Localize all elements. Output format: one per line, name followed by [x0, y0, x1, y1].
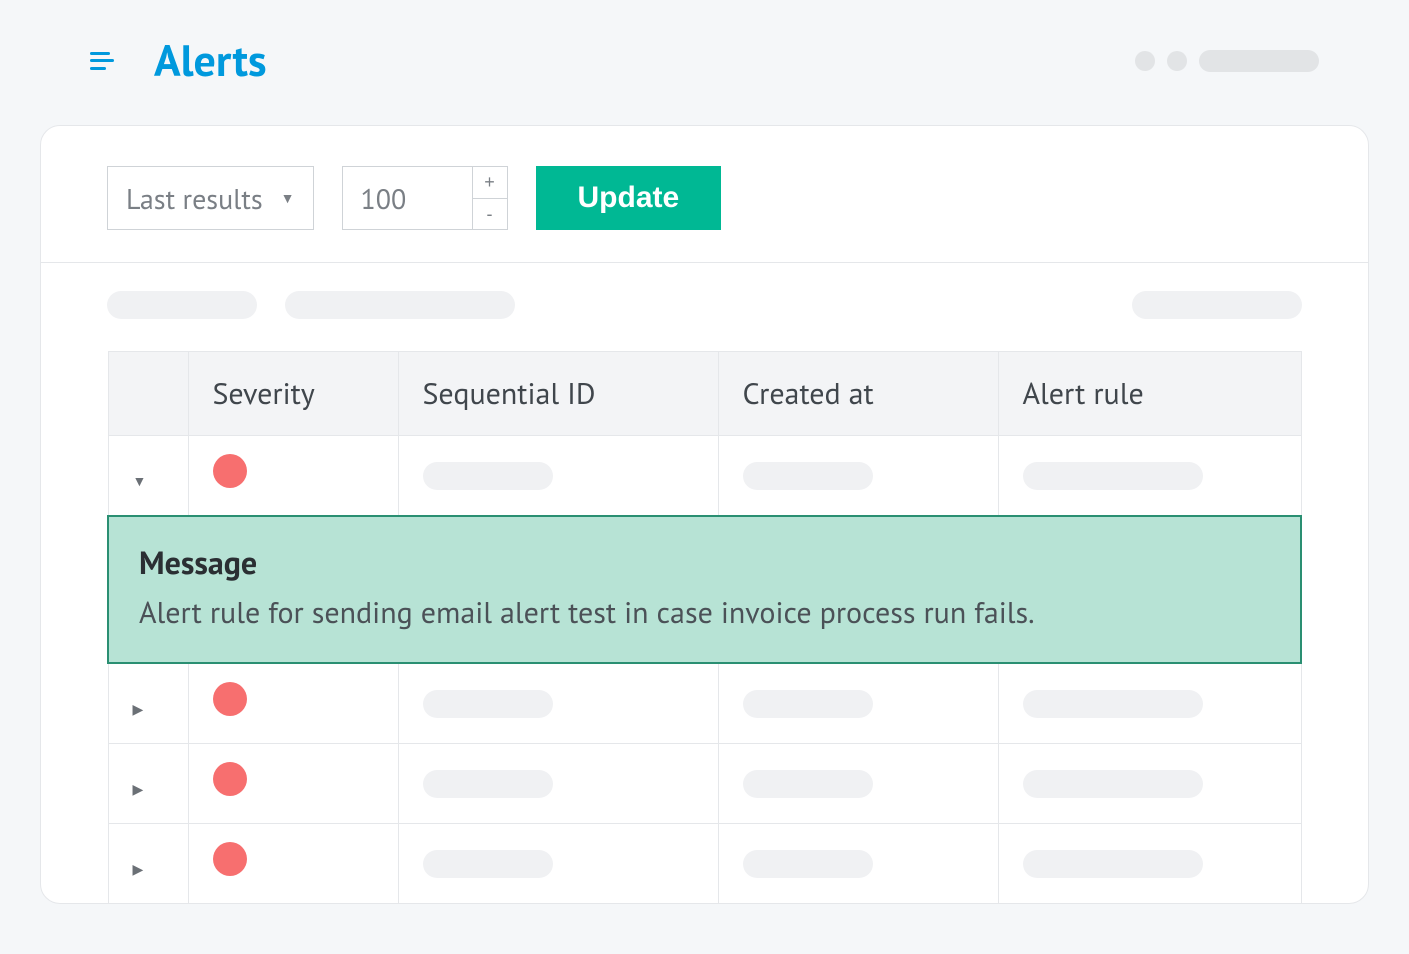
app-window: Alerts Last results ▼ 100 + - Update [0, 0, 1409, 954]
placeholder-value [743, 462, 873, 490]
table-header-row: Severity Sequential ID Created at Alert … [108, 352, 1301, 436]
created-at-cell [718, 663, 998, 744]
expand-cell[interactable]: ▶ [108, 824, 188, 904]
alert-rule-cell [998, 663, 1301, 744]
severity-indicator-icon [213, 762, 247, 796]
created-at-cell [718, 436, 998, 517]
placeholder-value [1023, 770, 1203, 798]
column-created-at: Created at [718, 352, 998, 436]
content-card: Last results ▼ 100 + - Update Se [40, 125, 1369, 904]
severity-cell [188, 663, 398, 744]
expand-cell[interactable]: ▶ [108, 663, 188, 744]
expand-cell[interactable]: ▼ [108, 436, 188, 517]
chevron-right-icon: ▶ [133, 860, 144, 878]
stepper-down-button[interactable]: - [472, 198, 508, 231]
count-stepper: 100 + - [342, 166, 508, 230]
placeholder-value [743, 770, 873, 798]
chevron-down-icon: ▼ [281, 189, 295, 207]
severity-cell [188, 824, 398, 904]
placeholder-value [423, 770, 553, 798]
placeholder-value [1023, 690, 1203, 718]
chevron-down-icon: ▼ [133, 472, 147, 490]
placeholder-chip [107, 291, 257, 319]
message-row: Message Alert rule for sending email ale… [108, 516, 1301, 663]
placeholder-value [743, 850, 873, 878]
filter-row [41, 291, 1368, 339]
created-at-cell [718, 744, 998, 824]
controls-row: Last results ▼ 100 + - Update [41, 166, 1368, 263]
placeholder-value [423, 850, 553, 878]
alert-rule-cell [998, 824, 1301, 904]
results-select[interactable]: Last results ▼ [107, 166, 314, 230]
created-at-cell [718, 824, 998, 904]
placeholder-value [423, 690, 553, 718]
alert-rule-cell [998, 744, 1301, 824]
sequential-id-cell [398, 824, 718, 904]
table-body: ▼ Message Alert rule for sending email a… [108, 436, 1301, 904]
column-severity: Severity [188, 352, 398, 436]
column-alert-rule: Alert rule [998, 352, 1301, 436]
table-row: ▼ [108, 436, 1301, 517]
table-row: ▶ [108, 824, 1301, 904]
alert-rule-cell [998, 436, 1301, 517]
stepper-up-button[interactable]: + [472, 166, 508, 198]
placeholder-value [1023, 462, 1203, 490]
count-input[interactable]: 100 [342, 166, 472, 230]
placeholder-value [743, 690, 873, 718]
placeholder-chip [285, 291, 515, 319]
message-text: Alert rule for sending email alert test … [139, 593, 1270, 632]
placeholder-dot [1135, 51, 1155, 71]
expand-cell[interactable]: ▶ [108, 744, 188, 824]
page-title: Alerts [154, 32, 267, 89]
message-label: Message [139, 541, 1270, 583]
table-row: ▶ [108, 663, 1301, 744]
column-sequential-id: Sequential ID [398, 352, 718, 436]
update-button[interactable]: Update [536, 166, 722, 230]
placeholder-value [1023, 850, 1203, 878]
severity-indicator-icon [213, 454, 247, 488]
sequential-id-cell [398, 663, 718, 744]
placeholder-pill [1199, 50, 1319, 72]
chevron-right-icon: ▶ [133, 780, 144, 798]
chevron-right-icon: ▶ [133, 700, 144, 718]
sequential-id-cell [398, 436, 718, 517]
severity-indicator-icon [213, 682, 247, 716]
table-row: ▶ [108, 744, 1301, 824]
stepper-buttons: + - [472, 166, 508, 230]
topbar: Alerts [0, 0, 1409, 105]
placeholder-dot [1167, 51, 1187, 71]
severity-cell [188, 436, 398, 517]
topbar-right [1135, 50, 1319, 72]
placeholder-value [423, 462, 553, 490]
menu-icon[interactable] [90, 52, 114, 70]
column-expand [108, 352, 188, 436]
message-cell: Message Alert rule for sending email ale… [108, 516, 1301, 663]
sequential-id-cell [398, 744, 718, 824]
placeholder-chip [1132, 291, 1302, 319]
results-select-label: Last results [126, 180, 263, 217]
severity-cell [188, 744, 398, 824]
alerts-table: Severity Sequential ID Created at Alert … [107, 351, 1302, 903]
severity-indicator-icon [213, 842, 247, 876]
